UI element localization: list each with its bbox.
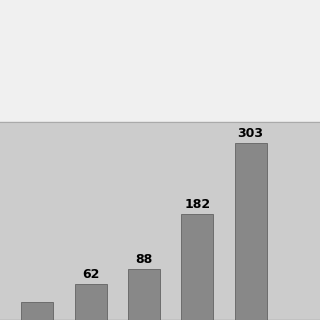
- Bar: [235, 143, 267, 320]
- Text: 303: 303: [238, 127, 264, 140]
- Bar: [128, 269, 160, 320]
- Bar: [181, 214, 213, 320]
- Bar: [21, 302, 53, 320]
- Text: 182: 182: [184, 198, 210, 211]
- Text: 62: 62: [82, 268, 99, 281]
- Bar: [75, 284, 107, 320]
- Text: 88: 88: [135, 253, 153, 266]
